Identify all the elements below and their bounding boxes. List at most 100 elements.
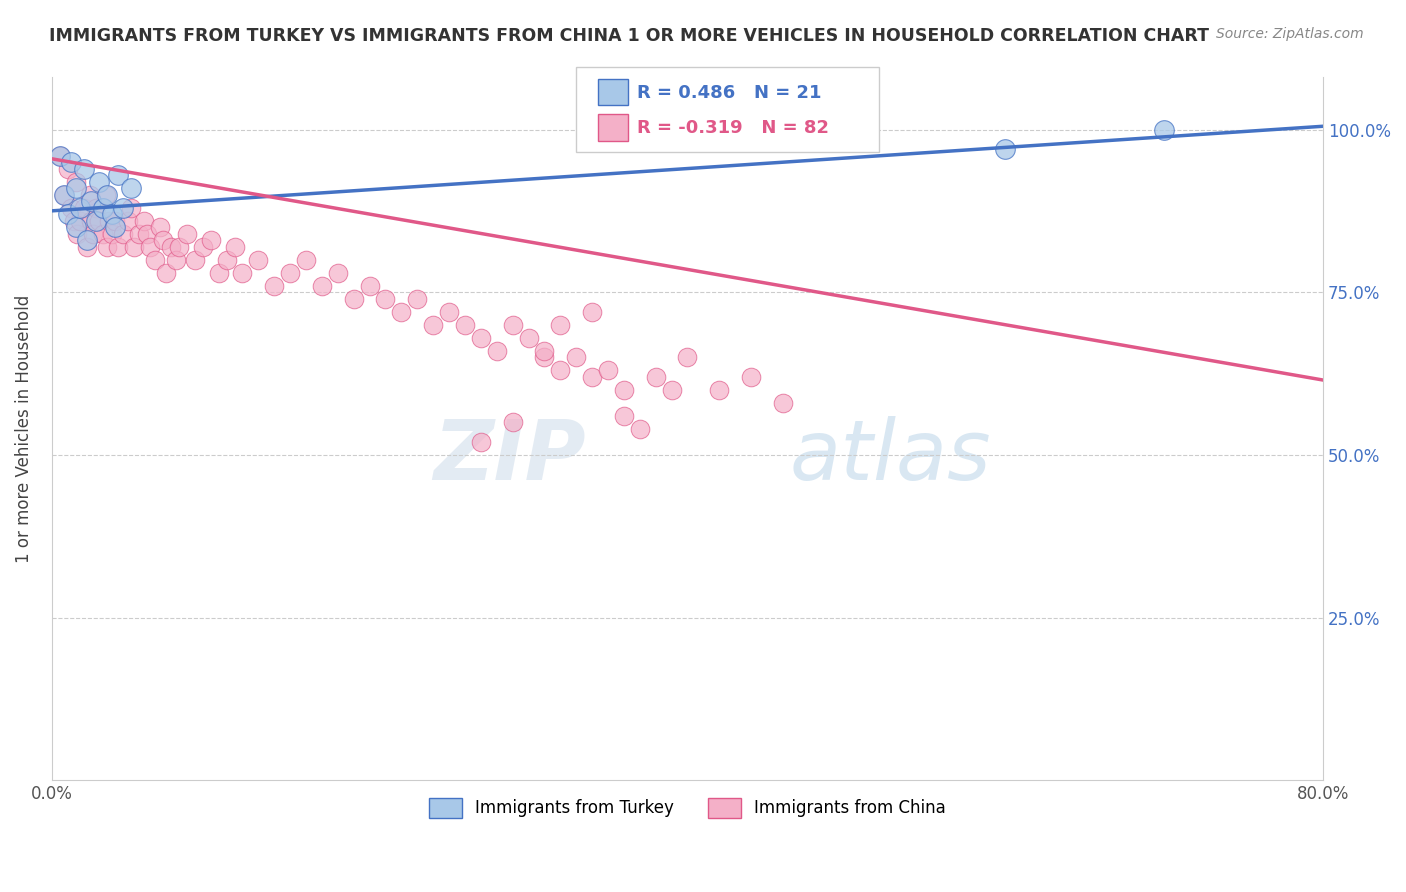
Point [613, 383, 636, 397]
Point [80, 213, 103, 227]
Point [112, 227, 135, 241]
Point [84, 201, 107, 215]
Point [644, 369, 666, 384]
Point [311, 278, 333, 293]
Point [502, 416, 524, 430]
Text: R = -0.319   N = 82: R = -0.319 N = 82 [637, 120, 830, 137]
Point [124, 240, 146, 254]
Point [207, 266, 229, 280]
Point [581, 304, 603, 318]
Point [72, 161, 94, 176]
Point [1153, 122, 1175, 136]
Point [63, 213, 86, 227]
Point [107, 168, 129, 182]
Y-axis label: 1 or more Vehicles in Household: 1 or more Vehicles in Household [15, 294, 32, 563]
Point [65, 181, 87, 195]
Point [104, 213, 127, 227]
Point [104, 220, 127, 235]
Point [89, 213, 111, 227]
Point [295, 252, 318, 267]
Point [53, 187, 76, 202]
Point [709, 383, 731, 397]
Legend: Immigrants from Turkey, Immigrants from China: Immigrants from Turkey, Immigrants from … [422, 791, 953, 825]
Point [437, 304, 460, 318]
Point [176, 227, 198, 241]
Point [66, 227, 89, 241]
Point [59, 155, 82, 169]
Point [120, 181, 142, 195]
Point [101, 227, 124, 241]
Point [167, 240, 190, 254]
Point [89, 175, 111, 189]
Point [136, 227, 159, 241]
Point [59, 201, 82, 215]
Point [661, 383, 683, 397]
Point [94, 187, 117, 202]
Point [96, 240, 118, 254]
Point [152, 233, 174, 247]
Point [502, 318, 524, 332]
Text: IMMIGRANTS FROM TURKEY VS IMMIGRANTS FROM CHINA 1 OR MORE VEHICLES IN HOUSEHOLD : IMMIGRANTS FROM TURKEY VS IMMIGRANTS FRO… [49, 27, 1209, 45]
Point [139, 240, 162, 254]
Point [247, 252, 270, 267]
Point [550, 318, 572, 332]
Point [82, 227, 104, 241]
Point [155, 266, 177, 280]
Point [65, 220, 87, 235]
Text: R = 0.486   N = 21: R = 0.486 N = 21 [637, 84, 821, 102]
Point [117, 213, 139, 227]
Point [343, 292, 366, 306]
Point [422, 318, 444, 332]
Point [676, 351, 699, 365]
Point [224, 240, 246, 254]
Point [470, 331, 492, 345]
Point [406, 292, 429, 306]
Text: Source: ZipAtlas.com: Source: ZipAtlas.com [1216, 27, 1364, 41]
Point [485, 343, 508, 358]
Point [550, 363, 572, 377]
Point [91, 227, 114, 241]
Point [160, 240, 183, 254]
Point [359, 278, 381, 293]
Point [326, 266, 349, 280]
Point [191, 240, 214, 254]
Point [120, 201, 142, 215]
Point [454, 318, 477, 332]
Point [200, 233, 222, 247]
Point [112, 201, 135, 215]
Point [96, 187, 118, 202]
Point [470, 434, 492, 449]
Point [581, 369, 603, 384]
Point [56, 161, 79, 176]
Point [91, 201, 114, 215]
Point [79, 187, 101, 202]
Point [128, 227, 150, 241]
Point [263, 278, 285, 293]
Point [97, 213, 120, 227]
Text: atlas: atlas [789, 417, 991, 498]
Point [278, 266, 301, 280]
Point [132, 213, 155, 227]
Point [517, 331, 540, 345]
Point [48, 148, 70, 162]
Point [184, 252, 207, 267]
Point [53, 187, 76, 202]
Point [143, 252, 166, 267]
Point [101, 207, 124, 221]
Point [69, 201, 91, 215]
Point [84, 213, 107, 227]
Text: ZIP: ZIP [433, 417, 586, 498]
Point [565, 351, 588, 365]
Point [72, 201, 94, 215]
Point [772, 396, 794, 410]
Point [76, 240, 98, 254]
Point [69, 213, 91, 227]
Point [165, 252, 187, 267]
Point [628, 422, 651, 436]
Point [48, 148, 70, 162]
Point [107, 240, 129, 254]
Point [994, 142, 1017, 156]
Point [215, 252, 238, 267]
Point [231, 266, 253, 280]
Point [76, 233, 98, 247]
